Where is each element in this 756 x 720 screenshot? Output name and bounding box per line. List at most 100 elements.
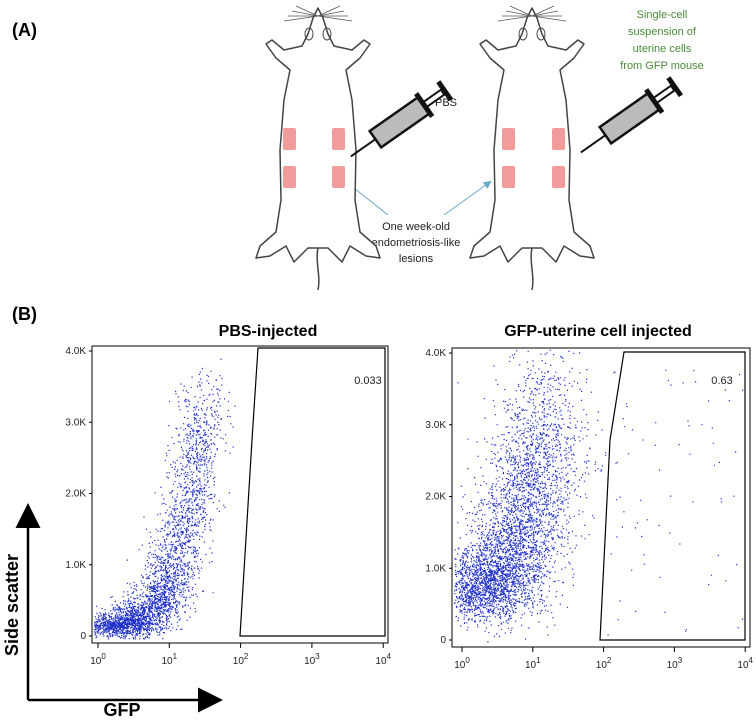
x-tick-label: 102 bbox=[596, 656, 612, 671]
text-line: lesions bbox=[399, 253, 434, 265]
text-line: uterine cells bbox=[633, 43, 692, 55]
mice bbox=[255, 5, 684, 291]
plot-frame bbox=[91, 345, 389, 644]
lesion bbox=[332, 166, 345, 188]
mouse-tail bbox=[316, 247, 320, 291]
y-tick-label: 2.0K bbox=[65, 489, 86, 500]
tick-base: 10 bbox=[454, 660, 466, 671]
pbs-label: PBS bbox=[435, 97, 457, 109]
gate bbox=[239, 347, 386, 637]
mouse-tail bbox=[530, 247, 534, 291]
y-tick-label: 1.0K bbox=[65, 560, 86, 571]
syringe bbox=[580, 76, 684, 154]
whisker bbox=[531, 15, 567, 22]
lesion bbox=[502, 166, 515, 188]
y-tick-label: 1.0K bbox=[425, 563, 446, 574]
tick-exp: 4 bbox=[749, 656, 754, 665]
tick-base: 10 bbox=[304, 656, 316, 667]
x-tick-label: 102 bbox=[233, 652, 249, 667]
flange bbox=[644, 88, 665, 114]
tick-exp: 0 bbox=[101, 652, 106, 661]
x-tick-label: 100 bbox=[90, 652, 106, 667]
gate bbox=[599, 351, 746, 641]
event-dots bbox=[94, 358, 236, 640]
gfp-label: Single-cell suspension of uterine cells fro… bbox=[620, 9, 704, 72]
whisker bbox=[531, 10, 559, 17]
x-tick-label: 104 bbox=[375, 652, 391, 667]
tick-base: 10 bbox=[737, 660, 749, 671]
whisker bbox=[497, 15, 533, 22]
y-tick-label: 0 bbox=[80, 631, 86, 642]
tick-exp: 0 bbox=[465, 656, 470, 665]
panel-label: (A) bbox=[12, 20, 37, 40]
plot-title: PBS-injected bbox=[219, 323, 318, 340]
y-tick-label: 3.0K bbox=[425, 420, 446, 431]
tick-exp: 2 bbox=[607, 656, 612, 665]
x-tick-label: 101 bbox=[162, 652, 178, 667]
plunger-head bbox=[666, 76, 684, 98]
x-tick-label: 104 bbox=[737, 656, 753, 671]
tick-exp: 3 bbox=[315, 652, 320, 661]
y-tick-label: 2.0K bbox=[425, 492, 446, 503]
x-axis-label: GFP bbox=[103, 700, 140, 720]
tick-base: 10 bbox=[90, 656, 102, 667]
tick-exp: 1 bbox=[536, 656, 541, 665]
tick-exp: 1 bbox=[173, 652, 178, 661]
lesion bbox=[552, 128, 565, 150]
tick-exp: 2 bbox=[244, 652, 249, 661]
tick-exp: 4 bbox=[387, 652, 392, 661]
gate-value: 0.033 bbox=[354, 375, 382, 387]
ear bbox=[304, 27, 314, 41]
gate-value: 0.63 bbox=[711, 375, 732, 387]
tick-base: 10 bbox=[525, 660, 537, 671]
y-tick-label: 4.0K bbox=[425, 348, 446, 359]
tick-base: 10 bbox=[162, 656, 174, 667]
plot-frame bbox=[451, 347, 751, 648]
lesion bbox=[552, 166, 565, 188]
y-tick-label: 0 bbox=[440, 635, 446, 646]
x-tick-label: 103 bbox=[304, 652, 320, 667]
whisker bbox=[291, 10, 319, 17]
syringe bbox=[350, 80, 454, 158]
ear bbox=[322, 27, 332, 41]
x-tick-label: 103 bbox=[667, 656, 683, 671]
y-axis-label: Side scatter bbox=[2, 554, 22, 656]
text-line: One week-old bbox=[382, 221, 450, 233]
lesion-note: One week-old endometriosis-like lesions bbox=[372, 221, 461, 265]
lesion bbox=[332, 128, 345, 150]
text-line: suspension of bbox=[628, 26, 697, 38]
needle bbox=[350, 138, 376, 158]
lesion bbox=[502, 128, 515, 150]
tick-exp: 3 bbox=[678, 656, 683, 665]
whisker bbox=[509, 5, 533, 17]
y-tick-label: 3.0K bbox=[65, 417, 86, 428]
lesion bbox=[283, 166, 296, 188]
tick-base: 10 bbox=[667, 660, 679, 671]
ear bbox=[518, 27, 528, 41]
text-line: from GFP mouse bbox=[620, 60, 704, 72]
arrow bbox=[443, 180, 492, 216]
needle bbox=[580, 134, 606, 154]
whisker bbox=[505, 10, 533, 17]
lesion bbox=[283, 128, 296, 150]
flange bbox=[414, 92, 435, 118]
plot-title: GFP-uterine cell injected bbox=[504, 323, 692, 340]
mouse-body bbox=[255, 7, 381, 263]
x-tick-label: 100 bbox=[454, 656, 470, 671]
x-tick-label: 101 bbox=[525, 656, 541, 671]
whisker bbox=[283, 15, 319, 22]
mouse-body bbox=[469, 7, 595, 263]
event-dots bbox=[454, 349, 744, 643]
tick-base: 10 bbox=[375, 656, 387, 667]
text-line: Single-cell bbox=[637, 9, 688, 21]
panel-label: (B) bbox=[12, 304, 37, 324]
y-tick-label: 4.0K bbox=[65, 346, 86, 357]
tick-base: 10 bbox=[596, 660, 608, 671]
plunger-head bbox=[436, 80, 454, 102]
ear bbox=[536, 27, 546, 41]
whisker bbox=[317, 10, 345, 17]
whisker bbox=[317, 5, 341, 17]
tick-base: 10 bbox=[233, 656, 245, 667]
